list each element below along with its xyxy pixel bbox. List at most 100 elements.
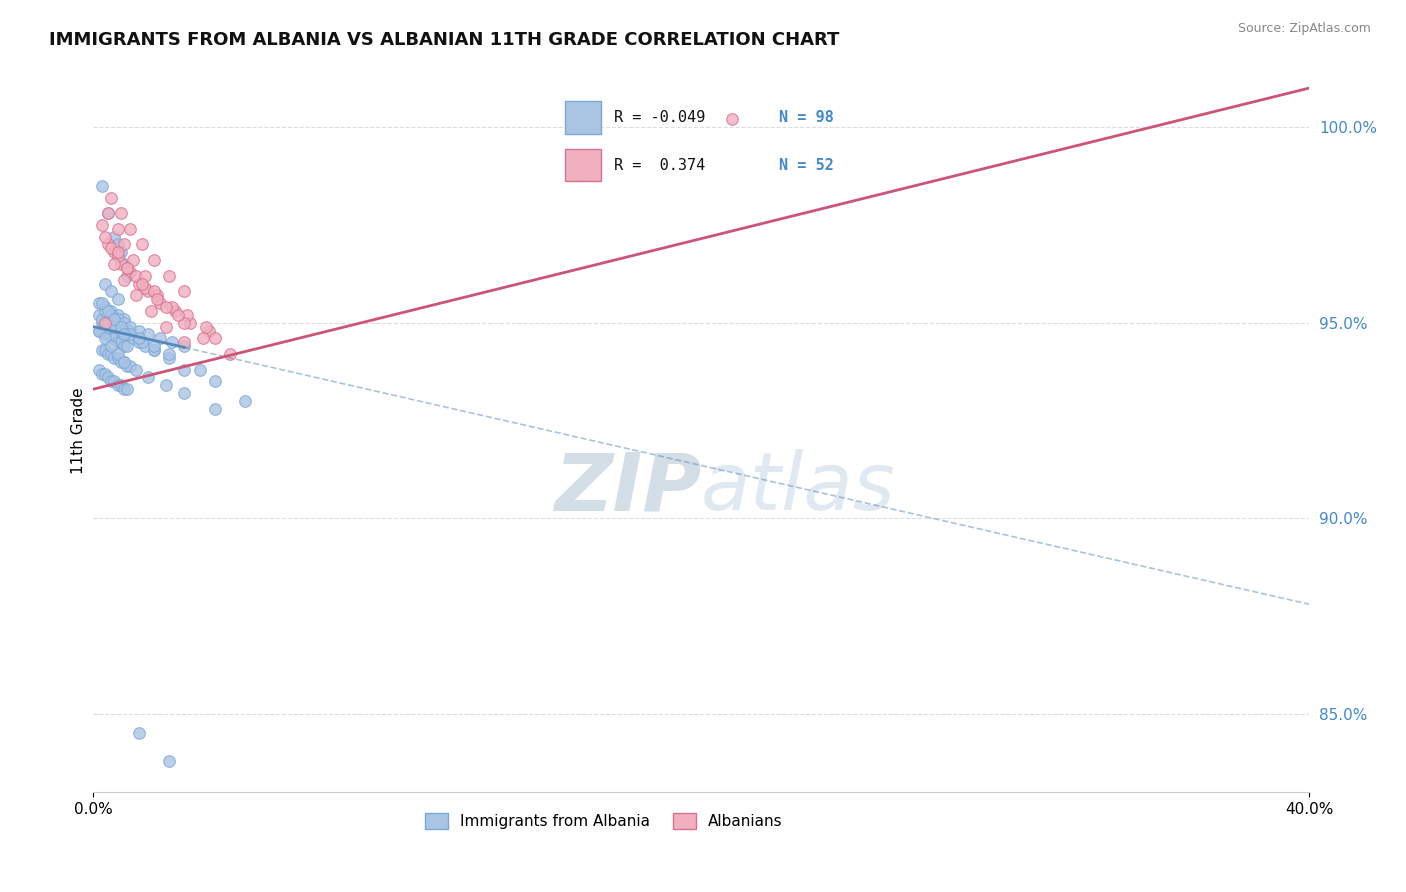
Point bbox=[173, 362, 195, 376]
Point bbox=[115, 327, 138, 342]
Point bbox=[94, 367, 117, 381]
Legend: Immigrants from Albania, Albanians: Immigrants from Albania, Albanians bbox=[419, 806, 789, 835]
Point bbox=[112, 382, 135, 396]
Point bbox=[91, 178, 114, 193]
Point bbox=[143, 343, 166, 357]
Point bbox=[110, 319, 132, 334]
Point bbox=[107, 351, 129, 365]
Point bbox=[143, 253, 166, 268]
Point bbox=[121, 331, 143, 345]
Point bbox=[115, 339, 138, 353]
Point bbox=[110, 335, 132, 350]
Point bbox=[149, 296, 172, 310]
Point bbox=[107, 347, 129, 361]
Point bbox=[136, 370, 159, 384]
Point bbox=[173, 339, 195, 353]
Point bbox=[110, 206, 132, 220]
Point bbox=[107, 335, 129, 350]
Point bbox=[110, 319, 132, 334]
Point bbox=[155, 300, 177, 314]
Point bbox=[97, 316, 120, 330]
Point bbox=[110, 245, 132, 260]
Point bbox=[97, 347, 120, 361]
Point bbox=[100, 304, 122, 318]
Point bbox=[112, 311, 135, 326]
Point bbox=[97, 370, 120, 384]
Point bbox=[103, 375, 125, 389]
Point bbox=[91, 367, 114, 381]
Point bbox=[97, 316, 120, 330]
Point bbox=[204, 401, 226, 416]
Point bbox=[100, 285, 122, 299]
Point bbox=[112, 316, 135, 330]
Point bbox=[179, 316, 201, 330]
Point bbox=[125, 268, 148, 283]
Point bbox=[134, 268, 156, 283]
Point bbox=[118, 319, 141, 334]
Point bbox=[167, 308, 190, 322]
Point bbox=[91, 316, 114, 330]
Point bbox=[131, 277, 153, 291]
Point bbox=[143, 339, 166, 353]
Point bbox=[173, 386, 195, 401]
Text: ZIP: ZIP bbox=[554, 449, 702, 527]
Point bbox=[94, 300, 117, 314]
Point bbox=[100, 339, 122, 353]
Point bbox=[204, 331, 226, 345]
Point bbox=[157, 754, 180, 768]
Point bbox=[173, 335, 195, 350]
Point bbox=[112, 355, 135, 369]
Point bbox=[91, 324, 114, 338]
Point bbox=[125, 288, 148, 302]
Point bbox=[173, 285, 195, 299]
Point bbox=[107, 245, 129, 260]
Point bbox=[91, 296, 114, 310]
Point bbox=[112, 355, 135, 369]
Point bbox=[103, 311, 125, 326]
Point bbox=[160, 335, 183, 350]
Point bbox=[97, 237, 120, 252]
Point bbox=[107, 249, 129, 263]
Point bbox=[94, 327, 117, 342]
Point bbox=[121, 253, 143, 268]
Point bbox=[128, 726, 150, 740]
Y-axis label: 11th Grade: 11th Grade bbox=[72, 387, 86, 474]
Point bbox=[165, 304, 187, 318]
Text: Source: ZipAtlas.com: Source: ZipAtlas.com bbox=[1237, 22, 1371, 36]
Point bbox=[194, 319, 217, 334]
Point bbox=[89, 324, 111, 338]
Point bbox=[97, 327, 120, 342]
Point bbox=[103, 351, 125, 365]
Point bbox=[100, 375, 122, 389]
Point bbox=[149, 331, 172, 345]
Point bbox=[103, 319, 125, 334]
Point bbox=[176, 308, 198, 322]
Point bbox=[115, 382, 138, 396]
Point bbox=[134, 280, 156, 294]
Point bbox=[112, 237, 135, 252]
Point bbox=[720, 112, 742, 127]
Point bbox=[157, 268, 180, 283]
Text: IMMIGRANTS FROM ALBANIA VS ALBANIAN 11TH GRADE CORRELATION CHART: IMMIGRANTS FROM ALBANIA VS ALBANIAN 11TH… bbox=[49, 31, 839, 49]
Point bbox=[103, 229, 125, 244]
Point bbox=[134, 339, 156, 353]
Point bbox=[103, 331, 125, 345]
Point bbox=[97, 206, 120, 220]
Point bbox=[160, 300, 183, 314]
Point bbox=[107, 222, 129, 236]
Point bbox=[125, 362, 148, 376]
Point bbox=[155, 319, 177, 334]
Point bbox=[188, 362, 211, 376]
Point bbox=[143, 343, 166, 357]
Point bbox=[107, 308, 129, 322]
Point bbox=[155, 378, 177, 392]
Point bbox=[118, 327, 141, 342]
Point bbox=[128, 331, 150, 345]
Point bbox=[136, 327, 159, 342]
Point bbox=[107, 378, 129, 392]
Point bbox=[103, 257, 125, 271]
Point bbox=[128, 324, 150, 338]
Point bbox=[100, 331, 122, 345]
Point bbox=[89, 308, 111, 322]
Point bbox=[91, 218, 114, 232]
